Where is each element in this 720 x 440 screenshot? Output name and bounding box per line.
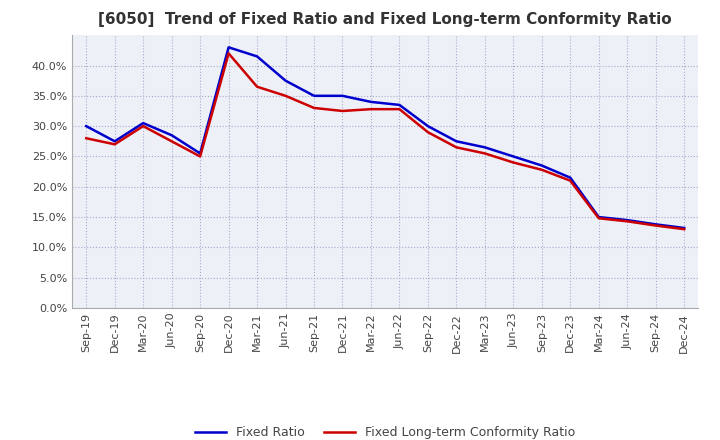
- Fixed Ratio: [566, 175, 575, 180]
- Fixed Ratio: [196, 151, 204, 156]
- Fixed Ratio: [282, 78, 290, 83]
- Fixed Ratio: [652, 222, 660, 227]
- Fixed Long-term Conformity Ratio: [680, 227, 688, 232]
- Fixed Ratio: [509, 154, 518, 159]
- Fixed Long-term Conformity Ratio: [395, 106, 404, 112]
- Fixed Long-term Conformity Ratio: [225, 51, 233, 56]
- Fixed Ratio: [253, 54, 261, 59]
- Fixed Long-term Conformity Ratio: [82, 136, 91, 141]
- Fixed Long-term Conformity Ratio: [167, 139, 176, 144]
- Fixed Ratio: [225, 45, 233, 50]
- Fixed Long-term Conformity Ratio: [282, 93, 290, 99]
- Fixed Ratio: [395, 102, 404, 107]
- Fixed Ratio: [537, 163, 546, 168]
- Legend: Fixed Ratio, Fixed Long-term Conformity Ratio: Fixed Ratio, Fixed Long-term Conformity …: [190, 421, 580, 440]
- Fixed Ratio: [623, 217, 631, 223]
- Title: [6050]  Trend of Fixed Ratio and Fixed Long-term Conformity Ratio: [6050] Trend of Fixed Ratio and Fixed Lo…: [99, 12, 672, 27]
- Fixed Long-term Conformity Ratio: [423, 129, 432, 135]
- Fixed Long-term Conformity Ratio: [338, 108, 347, 114]
- Fixed Ratio: [310, 93, 318, 99]
- Fixed Ratio: [680, 225, 688, 231]
- Fixed Ratio: [139, 121, 148, 126]
- Fixed Ratio: [82, 124, 91, 129]
- Fixed Long-term Conformity Ratio: [509, 160, 518, 165]
- Fixed Long-term Conformity Ratio: [452, 145, 461, 150]
- Fixed Long-term Conformity Ratio: [110, 142, 119, 147]
- Fixed Ratio: [338, 93, 347, 99]
- Fixed Ratio: [595, 214, 603, 220]
- Fixed Ratio: [167, 132, 176, 138]
- Fixed Long-term Conformity Ratio: [595, 216, 603, 221]
- Fixed Ratio: [423, 124, 432, 129]
- Fixed Ratio: [480, 145, 489, 150]
- Fixed Long-term Conformity Ratio: [652, 223, 660, 228]
- Fixed Long-term Conformity Ratio: [139, 124, 148, 129]
- Fixed Ratio: [452, 139, 461, 144]
- Line: Fixed Ratio: Fixed Ratio: [86, 48, 684, 228]
- Fixed Long-term Conformity Ratio: [623, 219, 631, 224]
- Fixed Long-term Conformity Ratio: [196, 154, 204, 159]
- Fixed Ratio: [366, 99, 375, 105]
- Fixed Long-term Conformity Ratio: [480, 151, 489, 156]
- Fixed Long-term Conformity Ratio: [253, 84, 261, 89]
- Fixed Long-term Conformity Ratio: [310, 105, 318, 110]
- Fixed Ratio: [110, 139, 119, 144]
- Fixed Long-term Conformity Ratio: [366, 106, 375, 112]
- Line: Fixed Long-term Conformity Ratio: Fixed Long-term Conformity Ratio: [86, 53, 684, 229]
- Fixed Long-term Conformity Ratio: [566, 178, 575, 183]
- Fixed Long-term Conformity Ratio: [537, 167, 546, 172]
